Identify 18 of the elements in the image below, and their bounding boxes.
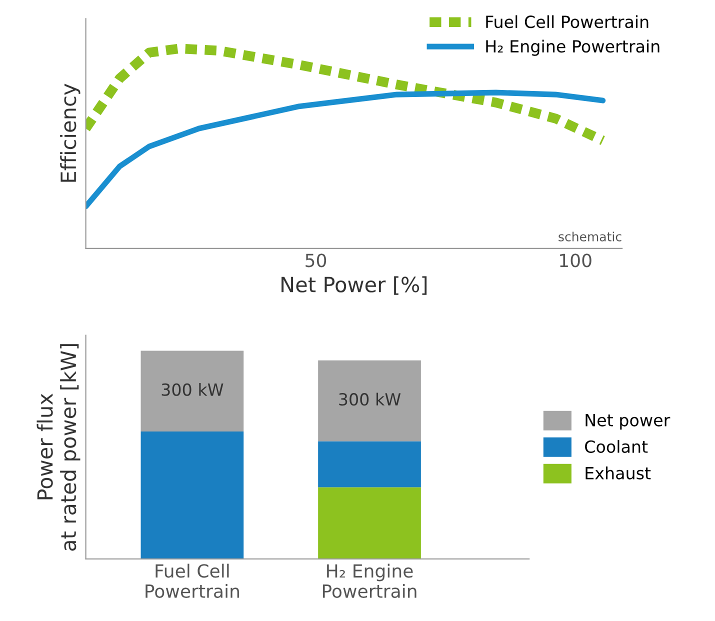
bar bbox=[318, 441, 421, 488]
legend-label: Fuel Cell Powertrain bbox=[486, 15, 648, 28]
data-label: 300 kW bbox=[339, 392, 401, 406]
bar bbox=[140, 432, 244, 559]
bar bbox=[140, 350, 244, 432]
bar bbox=[318, 360, 421, 442]
x-tick-label: 100 bbox=[560, 254, 592, 268]
x-tick-label: 50 bbox=[306, 254, 326, 268]
x-axis-title: Net Power [%] bbox=[282, 276, 427, 295]
y-axis-title: Power flux at rated power [kW] bbox=[36, 344, 80, 551]
legend-label: Coolant bbox=[585, 440, 648, 453]
bar bbox=[318, 487, 421, 559]
y-axis-title: Efficiency bbox=[60, 84, 80, 182]
data-label: 300 kW bbox=[162, 383, 224, 396]
legend-label: H₂ Engine Powertrain bbox=[486, 40, 660, 56]
legend-label: Net power bbox=[586, 414, 670, 430]
annotation: schematic bbox=[558, 232, 622, 242]
legend-label: Exhaust bbox=[586, 466, 651, 480]
